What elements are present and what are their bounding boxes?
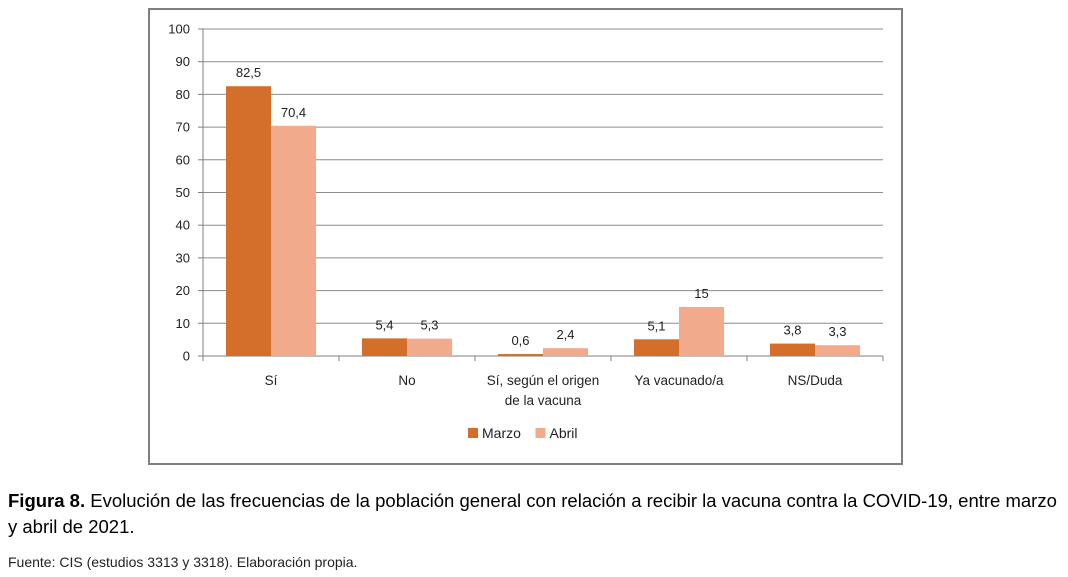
y-tick-label: 30 [176,250,190,265]
data-label: 82,5 [236,65,261,80]
bar-abril [543,348,588,356]
category-label: NS/Duda [788,373,843,388]
y-tick-label: 60 [176,152,190,167]
y-tick-label: 70 [176,120,190,135]
data-label: 3,8 [783,323,801,338]
bar-marzo [634,339,679,356]
category-label: de la vacuna [505,393,582,408]
y-tick-label: 40 [176,218,190,233]
bar-marzo [498,354,543,356]
bar-marzo [362,338,407,356]
y-tick-label: 90 [176,54,190,69]
source-note: Fuente: CIS (estudios 3313 y 3318). Elab… [8,554,358,570]
legend-label: Marzo [482,425,521,441]
chart-frame: 0 10 20 30 40 50 60 70 80 90 100 82,5 70,4 Sí 5,4 5,3 No… [148,8,903,465]
bar-abril [271,125,316,357]
bar-abril [679,306,724,356]
category-label: No [398,373,415,388]
category-label: Sí, según el origen [487,373,600,388]
y-tick-label: 20 [176,283,190,298]
bar-abril [407,338,452,356]
y-tick-label: 10 [176,316,190,331]
caption-text: Evolución de las frecuencias de la pobla… [8,490,1057,537]
y-tick-label: 100 [168,22,190,37]
bar-marzo [226,86,271,356]
data-label: 2,4 [556,327,574,342]
legend-label: Abril [550,425,578,441]
legend-swatch-marzo [468,428,478,438]
data-label: 15 [694,286,708,301]
data-label: 3,3 [828,324,846,339]
y-tick-label: 50 [176,185,190,200]
data-label: 5,1 [647,318,665,333]
data-label: 0,6 [511,333,529,348]
y-tick-label: 80 [176,87,190,102]
y-tick-label: 0 [183,349,190,364]
category-label: Ya vacunado/a [634,373,724,388]
figure-caption: Figura 8. Evolución de las frecuencias d… [8,488,1058,540]
bar-marzo [770,343,815,356]
data-label: 70,4 [281,105,306,120]
bar-chart: 0 10 20 30 40 50 60 70 80 90 100 82,5 70,4 Sí 5,4 5,3 No… [168,22,884,441]
caption-label: Figura 8. [8,490,86,511]
data-label: 5,4 [375,317,393,332]
legend-swatch-abril [535,428,546,438]
bar-abril [815,345,860,356]
data-label: 5,3 [420,318,438,333]
category-label: Sí [265,373,278,388]
